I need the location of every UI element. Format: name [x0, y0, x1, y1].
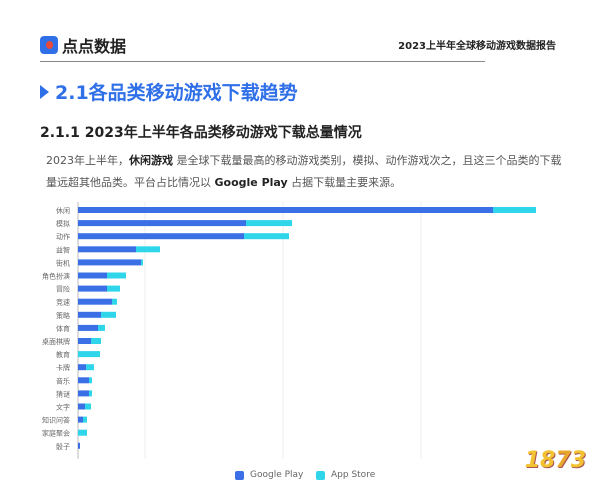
legend-swatch	[235, 470, 244, 480]
bar-google-play	[78, 390, 89, 397]
para-text: 占据下载量主要来源。	[287, 176, 402, 189]
bar-google-play	[78, 298, 112, 305]
bar-app-store	[244, 233, 289, 240]
watermark-logo: 1873	[524, 448, 586, 473]
category-label: 家庭聚会	[42, 429, 70, 438]
legend-label: Google Play	[250, 470, 304, 480]
bar-google-play	[78, 272, 107, 279]
description-paragraph: 2023年上半年，休闲游戏 是全球下载量最高的移动游戏类别，模拟、动作游戏次之，…	[46, 150, 566, 194]
para-highlight: Google Play	[214, 176, 288, 189]
section-heading: 2.1各品类移动游戏下载趋势	[40, 78, 298, 105]
bar-google-play	[78, 220, 246, 227]
subsection-title: 2.1.1 2023年上半年各品类移动游戏下载总量情况	[40, 125, 362, 141]
logo: 点点数据	[40, 33, 126, 57]
bar-google-play	[78, 246, 136, 253]
category-label: 模拟	[56, 219, 70, 228]
bar-app-store	[107, 272, 126, 279]
bar-app-store	[107, 285, 120, 292]
category-label: 街机	[56, 258, 70, 267]
category-label: 文字	[56, 403, 70, 412]
legend-google-play: Google Play	[235, 470, 303, 480]
para-highlight: 休闲游戏	[129, 154, 173, 167]
bar-google-play	[78, 285, 107, 292]
bar-app-store	[89, 377, 92, 384]
bar-google-play	[78, 442, 80, 449]
bar-app-store	[91, 338, 101, 344]
logo-text: 点点数据	[62, 37, 127, 56]
logo-icon	[40, 36, 58, 54]
bar-google-play	[78, 207, 493, 213]
bar-app-store	[98, 324, 105, 331]
bar-app-store	[112, 298, 117, 305]
category-label: 知识问答	[42, 416, 70, 425]
bar-google-play	[78, 338, 91, 344]
header-divider	[40, 61, 485, 62]
bar-google-play	[78, 364, 86, 371]
category-label: 竞速	[56, 298, 70, 307]
bar-google-play	[78, 233, 244, 240]
triangle-icon	[40, 84, 49, 99]
category-label: 休闲	[56, 206, 70, 215]
bar-app-store	[101, 311, 116, 318]
para-text: 是全球下载量最高的移动游戏类别，模拟、动作游戏次之，且这三个品类的下载量远超其他…	[46, 154, 562, 189]
bar-google-play	[78, 311, 101, 318]
category-label: 冒险	[56, 285, 70, 294]
category-label: 角色扮演	[42, 272, 70, 281]
category-label: 音乐	[56, 376, 70, 385]
category-label: 骰子	[56, 443, 70, 451]
download-chart: 休闲模拟动作益智街机角色扮演冒险竞速策略体育桌面棋牌教育卡牌音乐猜谜文字知识问答…	[42, 202, 536, 459]
bar-app-store	[136, 246, 160, 253]
category-label: 益智	[56, 245, 70, 254]
category-label: 教育	[56, 350, 70, 359]
bar-google-play	[78, 324, 98, 331]
legend-app-store: App Store	[316, 470, 375, 480]
category-label: 卡牌	[56, 363, 70, 372]
bar-app-store	[493, 207, 536, 213]
bar-app-store	[86, 364, 94, 371]
category-label: 体育	[56, 324, 70, 333]
bar-app-store	[78, 351, 100, 358]
bar-google-play	[78, 259, 141, 266]
para-text: 2023年上半年，	[46, 154, 129, 167]
category-label: 猜谜	[56, 389, 70, 398]
bar-app-store	[89, 390, 92, 397]
category-label: 桌面棋牌	[42, 337, 70, 346]
bar-app-store	[78, 429, 87, 436]
category-label: 策略	[56, 311, 70, 320]
category-label: 动作	[56, 232, 70, 241]
report-title: 2023上半年全球移动游戏数据报告	[398, 41, 556, 52]
section-title: 2.1各品类移动游戏下载趋势	[55, 82, 298, 104]
legend-label: App Store	[331, 470, 376, 480]
bar-google-play	[78, 403, 85, 410]
bar-app-store	[141, 259, 143, 266]
bar-app-store	[83, 416, 87, 423]
bar-app-store	[85, 403, 91, 410]
legend-swatch	[316, 470, 325, 480]
bar-google-play	[78, 377, 89, 384]
bar-google-play	[78, 416, 83, 423]
bar-app-store	[246, 220, 292, 227]
